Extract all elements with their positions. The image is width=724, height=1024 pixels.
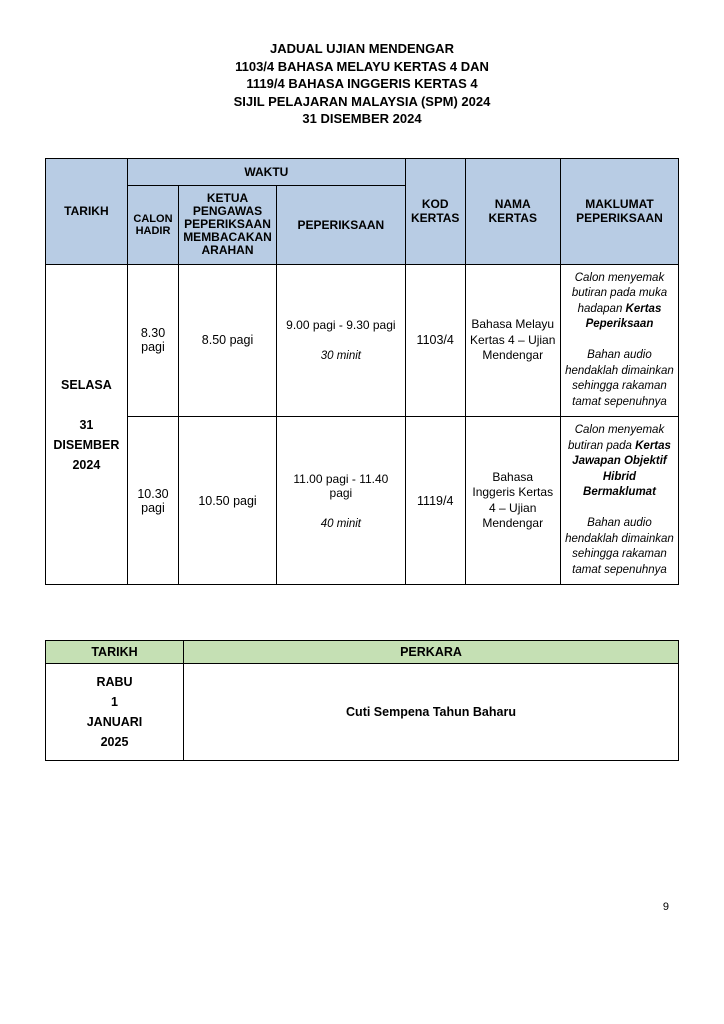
h-num: 1 [111,695,118,709]
date-cell: SELASA 31 DISEMBER 2024 [46,264,128,585]
row2-kod: 1119/4 [405,417,465,585]
row1-nama: Bahasa Melayu Kertas 4 – Ujian Mendengar [465,264,560,417]
title-line-1: JADUAL UJIAN MENDENGAR [45,40,679,58]
row1-info: Calon menyemak butiran pada muka hadapan… [560,264,678,417]
hcol-perkara: PERKARA [184,641,679,664]
title-line-5: 31 DISEMBER 2024 [45,110,679,128]
col-ketua: KETUA PENGAWAS PEPERIKSAAN MEMBACAKAN AR… [179,185,277,264]
title-line-4: SIJIL PELAJARAN MALAYSIA (SPM) 2024 [45,93,679,111]
date-day: SELASA [61,378,112,392]
title-line-2: 1103/4 BAHASA MELAYU KERTAS 4 DAN [45,58,679,76]
date-full: 31 DISEMBER 2024 [53,418,119,472]
title-line-3: 1119/4 BAHASA INGGERIS KERTAS 4 [45,75,679,93]
col-calon-hadir: CALON HADIR [127,185,178,264]
document-title: JADUAL UJIAN MENDENGAR 1103/4 BAHASA MEL… [45,40,679,128]
holiday-date: RABU 1 JANUARI 2025 [46,664,184,761]
row2-duration: 40 minit [281,518,401,530]
row1-ketua: 8.50 pagi [179,264,277,417]
holiday-table: TARIKH PERKARA RABU 1 JANUARI 2025 Cuti … [45,640,679,761]
hcol-tarikh: TARIKH [46,641,184,664]
col-waktu: WAKTU [127,158,405,185]
row1-duration: 30 minit [281,350,401,362]
row1-calon: 8.30 pagi [127,264,178,417]
row2-info-p2: Bahan audio hendaklah dimainkan sehingga… [565,517,674,576]
row2-ketua: 10.50 pagi [179,417,277,585]
row2-nama: Bahasa Inggeris Kertas 4 – Ujian Mendeng… [465,417,560,585]
page-number: 9 [45,901,679,913]
row2-exam-time: 11.00 pagi - 11.40 pagi [293,472,388,500]
row1-exam-time: 9.00 pagi - 9.30 pagi [286,318,395,332]
row1-info-p2: Bahan audio hendaklah dimainkan sehingga… [565,349,674,408]
row1-kod: 1103/4 [405,264,465,417]
row2-calon: 10.30 pagi [127,417,178,585]
row1-exam: 9.00 pagi - 9.30 pagi 30 minit [276,264,405,417]
h-day: RABU [96,675,132,689]
col-maklumat: MAKLUMAT PEPERIKSAAN [560,158,678,264]
col-peperiksaan: PEPERIKSAAN [276,185,405,264]
h-month: JANUARI [87,715,143,729]
row2-info: Calon menyemak butiran pada Kertas Jawap… [560,417,678,585]
h-year: 2025 [101,735,129,749]
col-nama: NAMA KERTAS [465,158,560,264]
col-kod: KOD KERTAS [405,158,465,264]
col-tarikh: TARIKH [46,158,128,264]
exam-schedule-table: TARIKH WAKTU KOD KERTAS NAMA KERTAS MAKL… [45,158,679,586]
row2-exam: 11.00 pagi - 11.40 pagi 40 minit [276,417,405,585]
holiday-event: Cuti Sempena Tahun Baharu [184,664,679,761]
